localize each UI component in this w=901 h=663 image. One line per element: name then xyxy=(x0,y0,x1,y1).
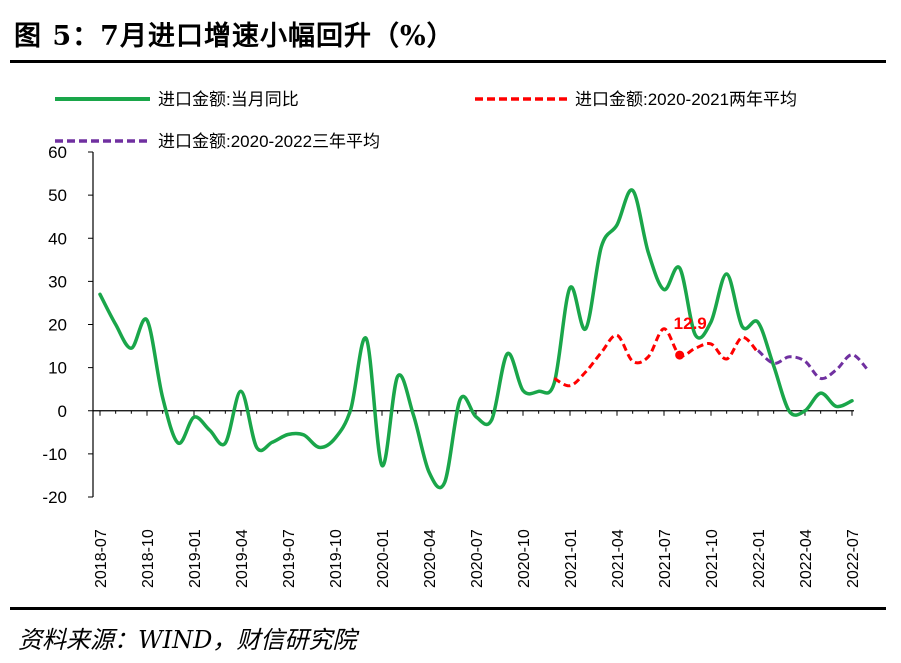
y-tick-label: 60 xyxy=(48,143,67,162)
x-tick-label: 2019-04 xyxy=(234,529,251,588)
annotation-marker xyxy=(675,350,685,360)
y-tick-label: -10 xyxy=(42,445,67,464)
y-tick-label: 40 xyxy=(48,229,67,248)
x-tick-label: 2021-01 xyxy=(563,529,580,588)
x-axis: 2018-07 2018-10 2019-01 2019-04 2019-07 2019-… xyxy=(93,410,862,588)
x-tick-label: 2019-10 xyxy=(328,529,345,588)
x-tick-label: 2020-10 xyxy=(516,529,533,588)
y-tick-label: -20 xyxy=(42,488,67,507)
x-tick-label: 2019-01 xyxy=(187,529,204,588)
x-tick-label: 2021-10 xyxy=(704,529,721,588)
y-tick-label: 50 xyxy=(48,186,67,205)
x-tick-label: 2019-07 xyxy=(281,529,298,588)
x-tick-label: 2018-07 xyxy=(93,529,110,588)
x-tick-label: 2020-07 xyxy=(469,529,486,588)
series-group xyxy=(98,188,869,490)
legend-label-yoy: 进口金额:当月同比 xyxy=(158,90,299,109)
source-note: 资料来源：WIND，财信研究院 xyxy=(18,626,357,654)
y-tick-label: 10 xyxy=(48,359,67,378)
series-line-0 xyxy=(98,188,854,490)
x-tick-label: 2021-07 xyxy=(657,529,674,588)
y-axis: -20 -10 0 10 20 30 40 50 60 xyxy=(42,143,94,507)
series-line-2 xyxy=(756,349,869,381)
chart-area: 进口金额:当月同比 进口金额:2020-2021两年平均 进口金额:2020-2… xyxy=(42,90,869,588)
x-tick-label: 2022-04 xyxy=(798,529,815,588)
legend-label-two-year-avg: 进口金额:2020-2021两年平均 xyxy=(575,90,797,109)
y-tick-label: 0 xyxy=(58,402,67,421)
top-rule xyxy=(10,60,886,63)
legend: 进口金额:当月同比 进口金额:2020-2021两年平均 进口金额:2020-2… xyxy=(55,90,797,151)
y-tick-label: 20 xyxy=(48,316,67,335)
x-tick-label: 2022-01 xyxy=(751,529,768,588)
x-tick-label: 2020-01 xyxy=(375,529,392,588)
legend-label-three-year-avg: 进口金额:2020-2022三年平均 xyxy=(158,132,380,151)
annotation-label: 12.9 xyxy=(674,314,707,333)
x-tick-label: 2018-10 xyxy=(140,529,157,588)
x-tick-label: 2021-04 xyxy=(610,529,627,588)
x-tick-label: 2020-04 xyxy=(422,529,439,588)
bottom-rule xyxy=(10,607,886,610)
annotation-group: 12.9 xyxy=(674,314,707,360)
series-line-1 xyxy=(553,327,760,388)
figure-title: 图 5：7月进口增速小幅回升（%） xyxy=(14,21,455,52)
x-tick-label: 2022-07 xyxy=(845,529,862,588)
y-tick-label: 30 xyxy=(48,272,67,291)
